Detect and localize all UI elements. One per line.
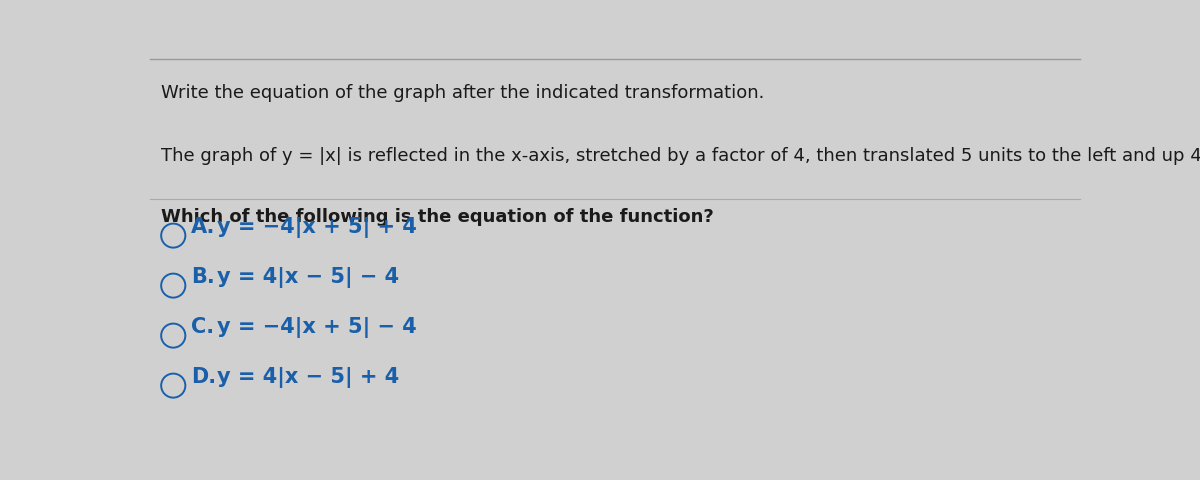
Text: Which of the following is the equation of the function?: Which of the following is the equation o… bbox=[161, 207, 714, 225]
Text: Write the equation of the graph after the indicated transformation.: Write the equation of the graph after th… bbox=[161, 84, 764, 101]
Text: The graph of y = |x| is reflected in the x-axis, stretched by a factor of 4, the: The graph of y = |x| is reflected in the… bbox=[161, 146, 1200, 164]
Text: C.: C. bbox=[191, 316, 214, 336]
Text: y = 4|x − 5| − 4: y = 4|x − 5| − 4 bbox=[217, 266, 400, 288]
Text: y = −4|x + 5| + 4: y = −4|x + 5| + 4 bbox=[217, 216, 416, 238]
Text: y = −4|x + 5| − 4: y = −4|x + 5| − 4 bbox=[217, 316, 416, 337]
Text: y = 4|x − 5| + 4: y = 4|x − 5| + 4 bbox=[217, 366, 400, 387]
Text: D.: D. bbox=[191, 366, 216, 386]
Text: B.: B. bbox=[191, 266, 215, 287]
Text: A.: A. bbox=[191, 216, 215, 237]
